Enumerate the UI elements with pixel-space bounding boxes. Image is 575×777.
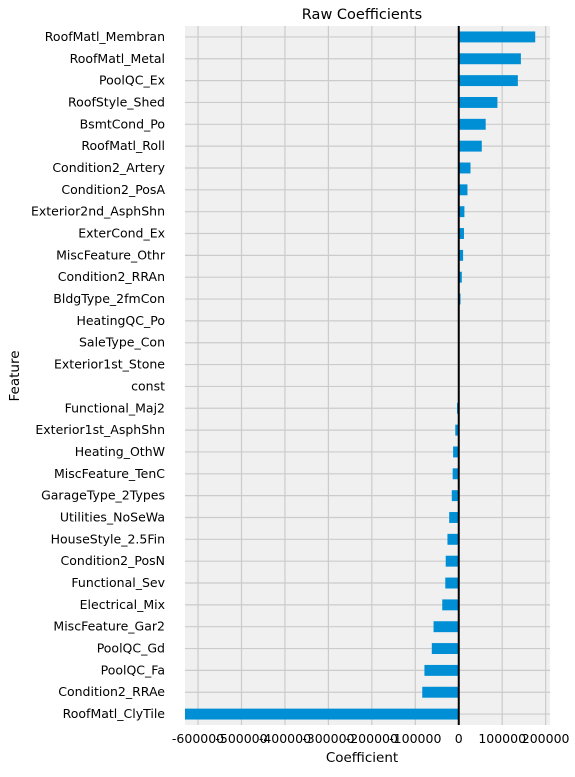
y-tick-label: Functional_Maj2 <box>65 400 165 415</box>
bar <box>433 621 459 633</box>
y-tick-label: Condition2_RRAe <box>58 684 165 699</box>
bar <box>452 468 459 480</box>
y-tick-label: RoofMatl_Roll <box>81 138 165 153</box>
x-tick-label: -500000 <box>215 731 267 746</box>
bar <box>458 31 536 43</box>
bar <box>458 206 465 218</box>
y-tick-label: MiscFeature_Gar2 <box>53 619 165 634</box>
y-tick-label: Exterior2nd_AsphShn <box>31 204 165 219</box>
y-tick-label: Condition2_Artery <box>52 160 165 175</box>
x-axis-label: Coefficient <box>326 750 398 766</box>
bar <box>453 446 459 458</box>
y-tick-label: RoofStyle_Shed <box>68 94 165 109</box>
grid-lines <box>185 26 550 725</box>
y-tick-label: SaleType_Con <box>79 335 165 350</box>
y-tick-label: MiscFeature_Othr <box>56 247 166 262</box>
bar <box>185 708 459 720</box>
chart-title: Raw Coefficients <box>302 7 422 23</box>
bar <box>442 599 459 611</box>
y-tick-label: const <box>131 378 165 393</box>
plot-background <box>185 26 550 725</box>
y-axis-label: Feature <box>7 350 23 401</box>
bar <box>449 512 459 523</box>
y-tick-label: GarageType_2Types <box>41 488 165 503</box>
y-tick-label: PoolQC_Gd <box>97 641 165 656</box>
x-tick-label: 200000 <box>522 731 570 746</box>
y-tick-label: Condition2_PosN <box>61 553 165 568</box>
bar <box>455 424 459 436</box>
bar <box>458 96 498 108</box>
bar <box>458 228 464 239</box>
bar <box>422 686 459 698</box>
bar <box>447 533 459 545</box>
y-tick-label: BldgType_2fmCon <box>53 291 165 306</box>
y-tick-label: Exterior1st_Stone <box>54 357 165 372</box>
bars <box>185 31 536 720</box>
x-tick-label: -600000 <box>172 731 224 746</box>
y-tick-label: HouseStyle_2.5Fin <box>51 531 165 546</box>
bar <box>458 249 464 261</box>
x-tick-label: -300000 <box>302 731 354 746</box>
bar <box>458 140 482 152</box>
y-tick-label: PoolQC_Ex <box>99 73 165 88</box>
bar <box>458 271 462 283</box>
bar <box>458 53 521 65</box>
bar <box>445 555 459 567</box>
y-tick-label: Heating_OthW <box>75 444 165 459</box>
bar <box>458 75 518 87</box>
y-tick-label: Functional_Sev <box>71 575 165 590</box>
bar <box>458 162 471 174</box>
x-tick-label: -100000 <box>389 731 441 746</box>
bar <box>445 577 459 589</box>
y-tick-label: BsmtCond_Po <box>80 116 165 131</box>
y-tick-label: Condition2_PosA <box>61 182 165 197</box>
bar <box>451 490 459 502</box>
y-tick-label: MiscFeature_TenC <box>54 466 165 481</box>
y-tick-label: RoofMatl_Metal <box>70 51 165 66</box>
y-tick-labels: RoofMatl_Membran RoofMatl_Metal PoolQC_Ex R… <box>31 29 166 721</box>
y-tick-label: PoolQC_Fa <box>101 662 165 677</box>
x-tick-label: 100000 <box>478 731 526 746</box>
bar <box>424 664 459 676</box>
y-tick-label: Utilities_NoSeWa <box>60 509 165 524</box>
x-tick-label: 0 <box>455 731 463 746</box>
bar <box>431 643 459 655</box>
x-tick-labels: -600000-500000-400000-300000-200000-1000… <box>172 731 570 746</box>
y-tick-label: RoofMatl_ClyTile <box>63 706 166 721</box>
bar <box>458 118 486 130</box>
y-tick-label: Electrical_Mix <box>80 597 165 612</box>
bar <box>458 184 468 196</box>
x-tick-label: -200000 <box>346 731 398 746</box>
y-tick-label: Condition2_RRAn <box>58 269 165 284</box>
y-tick-label: RoofMatl_Membran <box>45 29 165 44</box>
y-tick-label: ExterCond_Ex <box>78 226 165 241</box>
x-tick-label: -400000 <box>259 731 311 746</box>
y-tick-label: HeatingQC_Po <box>76 313 165 328</box>
y-tick-label: Exterior1st_AsphShn <box>35 422 165 437</box>
